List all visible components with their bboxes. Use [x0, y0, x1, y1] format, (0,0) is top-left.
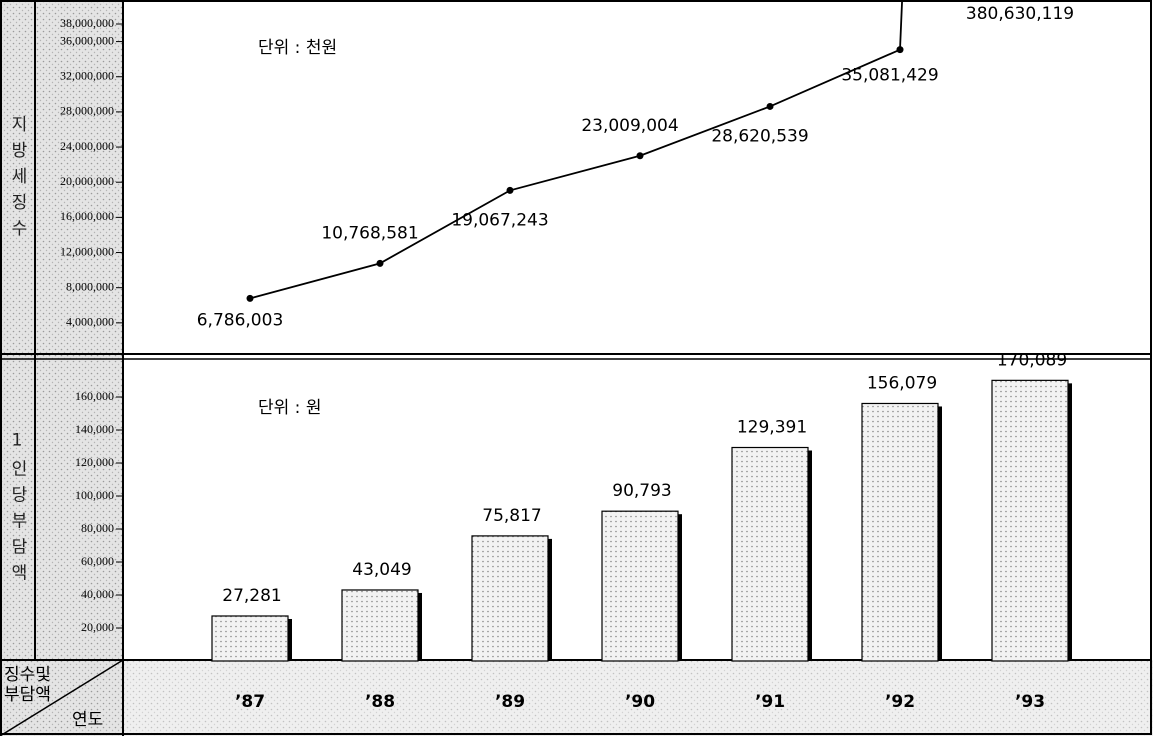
x-row: [123, 660, 1153, 736]
x-tick-label: ’92: [885, 692, 915, 712]
x-tick-label: ’91: [755, 692, 785, 712]
corner-label: 연도: [72, 710, 103, 730]
data-label: 43,049: [352, 560, 411, 580]
y-tick-label: 4,000,000: [66, 315, 114, 329]
x-tick-label: ’89: [495, 692, 525, 712]
x-tick-label: ’90: [625, 692, 655, 712]
data-label: 35,081,429: [841, 66, 938, 86]
y-tick-label: 140,000: [75, 422, 114, 436]
data-label: 90,793: [612, 481, 671, 501]
data-label: 6,786,003: [197, 310, 284, 330]
line-plot: [246, 0, 904, 302]
y-tick-label: 100,000: [75, 488, 114, 502]
y-tick-label: 8,000,000: [66, 279, 114, 293]
data-label: 129,391: [737, 418, 807, 438]
y-tick-label: 28,000,000: [60, 104, 114, 118]
data-label: 75,817: [482, 506, 541, 526]
bar: [601, 510, 679, 662]
y-tick-label: 20,000: [81, 620, 114, 634]
bar: [731, 446, 809, 662]
y-tick-label: 38,000,000: [60, 16, 114, 30]
corner-label: 부담액: [4, 685, 51, 705]
y-axis-label: 지방세징수: [7, 115, 27, 245]
data-label: 380,630,119: [966, 4, 1074, 24]
data-line: [249, 0, 904, 300]
x-tick-label: ’87: [235, 692, 265, 712]
y-tick-label: 80,000: [81, 521, 114, 535]
y-tick-label: 36,000,000: [60, 33, 114, 47]
data-label: 27,281: [222, 586, 281, 606]
data-label: 19,067,243: [451, 210, 548, 230]
y-tick-label: 60,000: [81, 554, 114, 568]
data-label: 28,620,539: [711, 126, 808, 146]
y-tick-label: 32,000,000: [60, 68, 114, 82]
y-tick-label: 40,000: [81, 587, 114, 601]
corner-label: 징수및: [4, 665, 51, 685]
y-tick-label: 160,000: [75, 389, 114, 403]
x-tick-label: ’93: [1015, 692, 1045, 712]
y-tick-label: 12,000,000: [60, 244, 114, 258]
data-label: 170,089: [997, 350, 1067, 370]
x-tick-label: ’88: [365, 692, 395, 712]
bar: [341, 589, 419, 662]
data-label: 23,009,004: [581, 116, 678, 136]
y-axis-label: 1인당부담액: [7, 431, 27, 590]
y-tick-label: 16,000,000: [60, 209, 114, 223]
axis-column: [0, 0, 123, 660]
bar: [991, 379, 1069, 662]
bar: [211, 615, 289, 662]
bar: [861, 402, 939, 662]
data-label: 10,768,581: [321, 223, 418, 243]
unit-note: 단위 : 원: [258, 398, 321, 418]
y-tick-label: 20,000,000: [60, 174, 114, 188]
y-tick-label: 24,000,000: [60, 139, 114, 153]
unit-note: 단위 : 천원: [258, 38, 337, 58]
y-tick-label: 120,000: [75, 455, 114, 469]
data-label: 156,079: [867, 373, 937, 393]
bar: [471, 535, 549, 662]
